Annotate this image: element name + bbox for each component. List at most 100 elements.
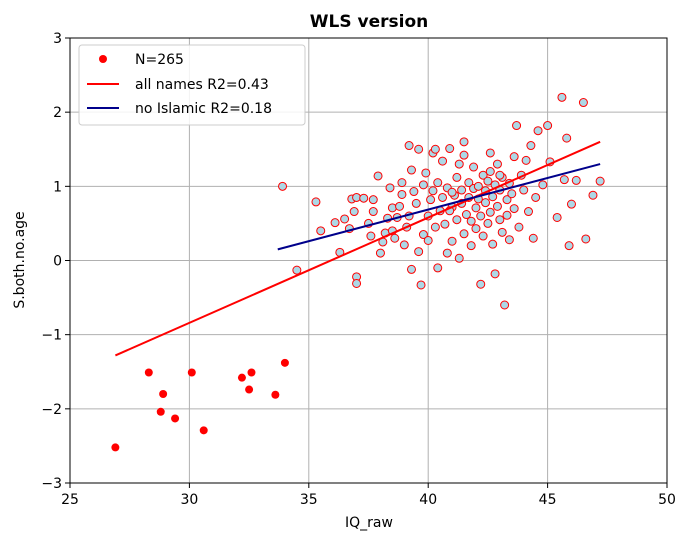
plot-frame <box>69 37 668 484</box>
data-point <box>397 178 407 188</box>
data-point <box>352 278 362 288</box>
data-point <box>466 241 476 251</box>
y-tick-label: 0 <box>53 254 62 270</box>
data-point <box>385 183 395 193</box>
data-point <box>478 231 488 241</box>
data-point <box>471 224 481 234</box>
data-point <box>426 195 436 205</box>
data-point <box>595 176 605 186</box>
data-point <box>473 181 483 191</box>
data-point <box>459 150 469 160</box>
data-point <box>492 201 502 211</box>
data-point <box>375 248 385 258</box>
data-point <box>507 189 517 199</box>
data-point <box>459 229 469 239</box>
data-point <box>531 192 541 202</box>
legend-box <box>78 44 306 126</box>
data-point <box>500 300 510 310</box>
data-point-islamic <box>159 390 168 398</box>
data-point <box>543 121 553 131</box>
data-point <box>512 121 522 131</box>
x-tick-label: 40 <box>419 492 437 508</box>
data-point <box>495 170 505 180</box>
data-point <box>454 159 464 169</box>
data-point <box>368 207 378 217</box>
data-point <box>471 203 481 213</box>
data-point <box>278 181 288 191</box>
data-point <box>430 222 440 232</box>
data-point <box>373 171 383 181</box>
data-point-islamic <box>156 407 165 416</box>
data-point <box>564 241 574 251</box>
data-point <box>490 269 500 279</box>
data-point <box>509 204 519 214</box>
data-point <box>438 156 448 166</box>
data-point <box>478 170 488 180</box>
data-point-islamic <box>187 368 196 377</box>
data-point <box>566 199 576 209</box>
data-point <box>447 236 457 246</box>
data-point <box>457 185 467 195</box>
chart-title: WLS version <box>310 12 428 32</box>
data-point <box>454 253 464 263</box>
data-point <box>476 279 486 289</box>
data-point <box>445 144 455 154</box>
data-point <box>430 144 440 154</box>
data-point <box>488 239 498 249</box>
data-point <box>423 235 433 245</box>
y-axis-ticks: −3 −2 −1 0 1 2 3 <box>41 31 70 492</box>
regression-line-no-islamic <box>277 163 601 251</box>
data-point-islamic <box>247 368 256 377</box>
data-point <box>409 187 419 197</box>
data-point <box>578 98 588 108</box>
data-point-islamic <box>111 443 120 452</box>
x-axis-label: IQ_raw <box>345 515 393 531</box>
data-point <box>366 231 376 241</box>
legend-label-no-islamic: no Islamic R2=0.18 <box>135 101 272 117</box>
data-point <box>588 190 598 200</box>
legend: N=265 all names R2=0.43 no Islamic R2=0.… <box>78 44 306 126</box>
data-point <box>528 233 538 243</box>
data-point <box>571 175 581 185</box>
data-point <box>502 195 512 205</box>
data-point <box>359 193 369 203</box>
data-point <box>552 212 562 222</box>
y-tick-label: −2 <box>41 402 62 418</box>
data-point <box>433 263 443 273</box>
x-tick-label: 25 <box>61 492 79 508</box>
data-point <box>387 203 397 213</box>
data-point <box>497 227 507 237</box>
y-tick-label: −1 <box>41 328 62 344</box>
data-point-islamic <box>144 368 153 377</box>
data-point <box>469 162 479 172</box>
data-point <box>521 155 531 165</box>
data-point <box>509 152 519 162</box>
data-point <box>406 264 416 274</box>
data-point <box>557 92 567 102</box>
data-point <box>418 180 428 190</box>
data-point <box>519 185 529 195</box>
data-point-islamic <box>199 426 208 435</box>
x-tick-label: 50 <box>658 492 676 508</box>
data-point <box>514 222 524 232</box>
x-tick-label: 45 <box>539 492 557 508</box>
data-point <box>421 168 431 178</box>
data-point <box>368 195 378 205</box>
y-tick-label: 1 <box>53 179 62 195</box>
data-point <box>340 214 350 224</box>
regression-line-all-names <box>114 140 601 357</box>
data-point <box>476 211 486 221</box>
data-point <box>452 215 462 225</box>
data-point <box>483 218 493 228</box>
x-axis-ticks: 25 30 35 40 45 50 <box>61 483 676 508</box>
regression-lines <box>114 140 601 357</box>
data-point <box>447 187 457 197</box>
data-point <box>442 248 452 258</box>
data-point <box>466 216 476 226</box>
data-point <box>485 207 495 217</box>
y-tick-label: −3 <box>41 476 62 492</box>
data-point <box>502 210 512 220</box>
data-point <box>438 192 448 202</box>
data-point <box>483 176 493 186</box>
data-point <box>538 180 548 190</box>
